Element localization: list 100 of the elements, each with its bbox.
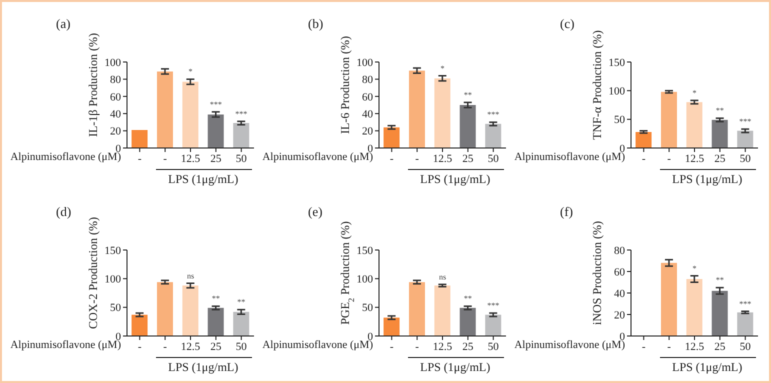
y-tick-label: 80 [362, 74, 374, 86]
text: LPS (1μg/mL) [419, 172, 492, 187]
annotation: *** [487, 301, 500, 310]
x-tick-label: - [163, 152, 168, 165]
annotation: *** [739, 299, 752, 308]
y-tick-label: 100 [104, 56, 122, 69]
chart-title: (d) [56, 204, 72, 220]
x-tick-label: 12.5 [432, 152, 453, 165]
x-tick-label: 25 [462, 152, 474, 165]
x-tick-label: 12.5 [180, 340, 201, 353]
x-tick-label: 50 [740, 340, 752, 353]
annotation: * [188, 67, 192, 76]
y-tick-label: 100 [104, 274, 122, 286]
y-tick-label: 150 [608, 56, 626, 69]
chart-title: (a) [56, 16, 70, 32]
y-axis-title: IL-1β Production (%) [86, 32, 100, 138]
y-axis-title: TNF-α Production (%) [590, 30, 604, 140]
x-tick-label: 25 [210, 152, 222, 165]
y-tick-label: 80 [110, 74, 122, 86]
x-axis-title: Alpinumisoflavone (μM) [514, 339, 625, 351]
y-tick-label: 20 [110, 126, 122, 138]
x-tick-label: 50 [740, 152, 752, 165]
annotation: *** [235, 109, 248, 118]
bar [408, 282, 425, 336]
y-tick-label: 60 [614, 266, 626, 278]
y-tick-label: 20 [362, 126, 374, 138]
x-axis-title: Alpinumisoflavone (μM) [262, 339, 373, 351]
x-tick-label: - [415, 152, 420, 165]
bar [384, 127, 400, 148]
chart-title: (e) [308, 204, 322, 220]
bar [686, 102, 702, 148]
annotation: *** [487, 110, 500, 120]
chart-title: (f) [560, 204, 573, 220]
x-tick-label: 50 [488, 152, 500, 165]
y-tick-label: 20 [614, 309, 626, 322]
y-tick-label: 60 [362, 91, 374, 104]
annotation: ** [464, 294, 472, 304]
x-tick-label: 12.5 [684, 340, 705, 353]
bar [636, 132, 652, 148]
bar [132, 314, 148, 336]
chart-title: (b) [308, 16, 324, 32]
text: LPS (1μg/mL) [167, 360, 240, 375]
x-tick-label: 50 [236, 340, 248, 353]
bar [182, 286, 198, 336]
y-tick-label: 100 [608, 86, 626, 98]
y-tick-label: 50 [362, 302, 374, 314]
bar [660, 92, 677, 148]
annotation: *** [739, 117, 752, 126]
y-tick-label: 50 [110, 302, 122, 314]
annotation: ** [464, 90, 472, 100]
annotation: * [440, 64, 444, 73]
bar [686, 279, 702, 336]
bar [384, 318, 400, 336]
x-tick-label: 25 [462, 340, 474, 353]
annotation: * [692, 88, 696, 98]
x-tick-label: 25 [714, 340, 726, 353]
bar [408, 70, 425, 148]
y-tick-label: 50 [614, 114, 626, 126]
y-tick-label: 100 [356, 56, 374, 69]
x-tick-label: - [415, 340, 420, 353]
text: LPS (1μg/mL) [671, 360, 744, 375]
bar [434, 78, 450, 148]
x-tick-label: - [667, 340, 672, 353]
y-tick-label: 40 [110, 108, 122, 121]
bar [132, 130, 148, 148]
bar [460, 105, 476, 148]
annotation: ns [186, 271, 194, 280]
y-tick-label: 100 [356, 274, 374, 286]
bar [460, 308, 476, 336]
annotation: *** [210, 100, 222, 109]
bar [208, 114, 224, 148]
bar [182, 82, 198, 148]
x-axis-title: Alpinumisoflavone (μM) [10, 151, 121, 163]
bar [712, 290, 728, 336]
bar [485, 314, 502, 336]
bar [660, 262, 677, 336]
x-tick-label: 50 [236, 152, 248, 165]
annotation: ** [212, 294, 220, 304]
x-tick-label: - [390, 340, 394, 353]
y-axis-title: iNOS Production (%) [590, 221, 604, 325]
bar [434, 286, 450, 336]
annotation: ** [716, 106, 724, 116]
x-axis-title: Alpinumisoflavone (μM) [262, 151, 373, 163]
bar [485, 124, 502, 148]
y-tick-label: 40 [614, 288, 626, 300]
bar [156, 71, 173, 148]
x-tick-label: 25 [714, 152, 726, 165]
bar [737, 312, 754, 336]
x-tick-label: - [642, 152, 646, 165]
x-tick-label: - [390, 152, 394, 165]
y-tick-label: 40 [362, 108, 374, 121]
annotation: ** [716, 276, 724, 285]
x-axis-title: Alpinumisoflavone (μM) [10, 339, 121, 351]
bar [156, 282, 173, 336]
x-tick-label: 12.5 [684, 152, 705, 165]
x-tick-label: 50 [488, 340, 500, 353]
x-tick-label: 12.5 [180, 152, 201, 165]
x-tick-label: 25 [210, 340, 222, 353]
chart-title: (c) [560, 16, 574, 32]
annotation: * [692, 264, 696, 273]
